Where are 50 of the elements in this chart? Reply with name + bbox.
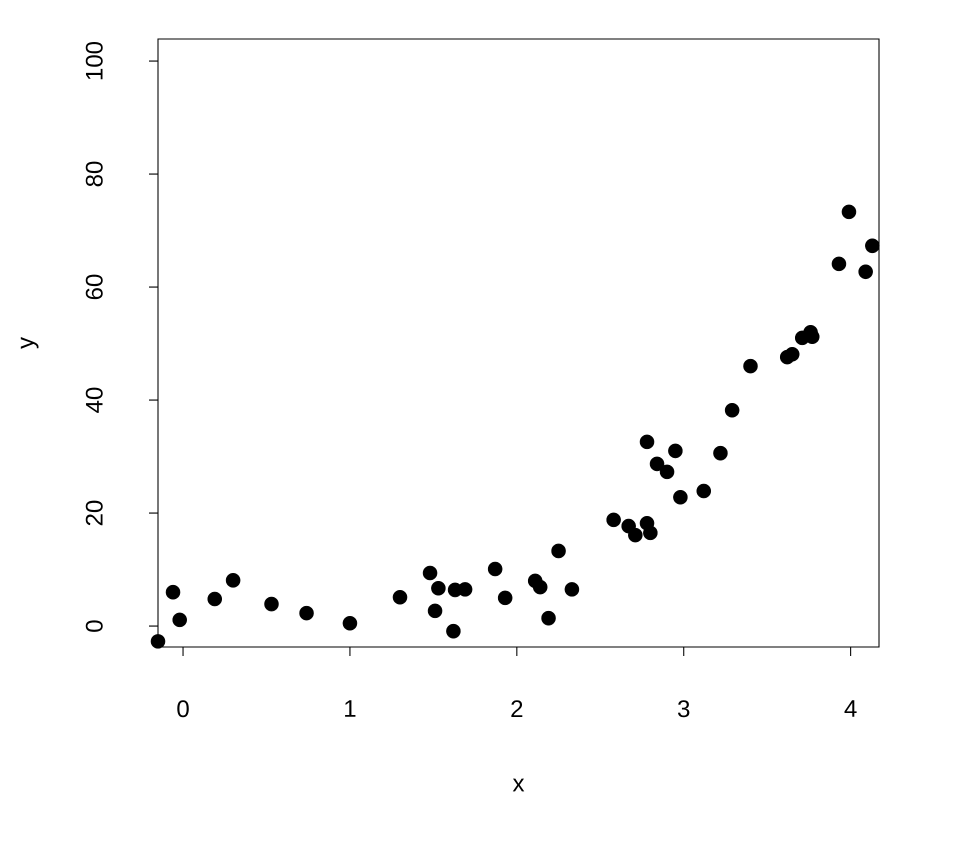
x-axis-title: x — [512, 778, 524, 792]
point — [172, 612, 187, 628]
point — [299, 606, 314, 620]
point — [488, 562, 502, 576]
point — [428, 604, 442, 618]
point — [668, 444, 683, 458]
point — [628, 528, 643, 542]
point — [713, 446, 728, 460]
point — [865, 238, 880, 254]
point — [342, 616, 358, 631]
y-tick-label: 60 — [86, 274, 103, 300]
point — [673, 490, 688, 505]
point — [150, 634, 166, 649]
y-tick-label: 100 — [86, 42, 103, 80]
y-tick-label: 40 — [86, 388, 103, 413]
point — [784, 347, 800, 362]
y-axis-title: y — [20, 337, 38, 349]
y-tick-label: 0 — [86, 620, 103, 632]
point — [446, 624, 461, 638]
point — [640, 434, 654, 450]
point — [422, 566, 438, 580]
point — [226, 573, 240, 588]
point — [724, 402, 740, 418]
point — [458, 582, 472, 597]
point — [660, 464, 674, 480]
x-tick-label: 1 — [345, 700, 356, 717]
point — [832, 256, 846, 272]
point — [696, 484, 712, 498]
point — [532, 580, 548, 594]
point — [166, 584, 180, 600]
point — [743, 358, 758, 374]
point — [643, 526, 658, 540]
x-tick-label: 0 — [177, 700, 189, 718]
x-tick-label: 3 — [678, 700, 690, 718]
y-tick-label: 80 — [86, 162, 103, 186]
point — [858, 264, 873, 280]
point — [498, 590, 512, 606]
y-tick-label: 20 — [86, 500, 103, 526]
x-tick-label: 4 — [844, 700, 857, 717]
point — [842, 204, 856, 220]
point — [564, 582, 580, 597]
point — [541, 610, 556, 626]
x-tick-label: 2 — [511, 700, 522, 718]
point — [207, 592, 222, 606]
point — [264, 596, 279, 612]
point — [606, 512, 621, 528]
point — [650, 456, 664, 472]
point — [431, 580, 446, 596]
point — [392, 590, 408, 605]
point — [551, 544, 566, 558]
